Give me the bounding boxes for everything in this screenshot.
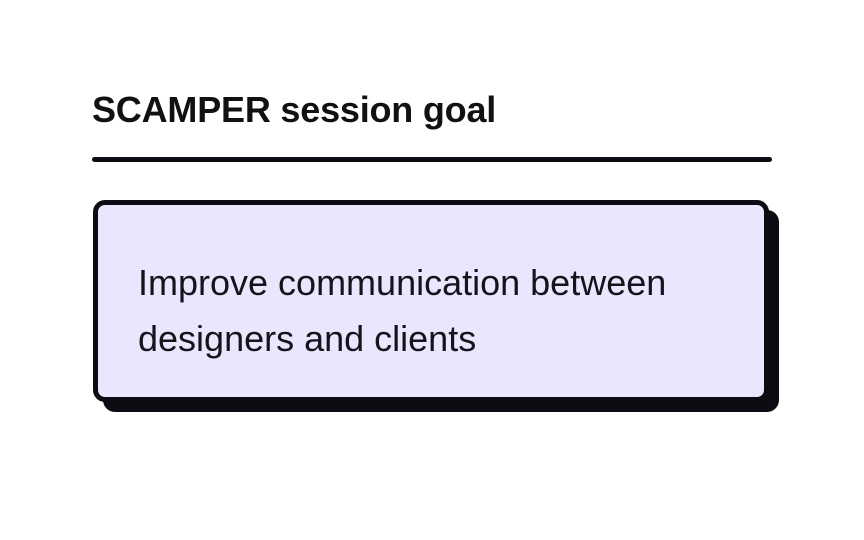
goal-card[interactable]: Improve communication between designers … [93, 200, 769, 402]
page-title: SCAMPER session goal [92, 89, 497, 130]
title-divider [92, 157, 772, 162]
goal-text: Improve communication between designers … [138, 262, 667, 359]
